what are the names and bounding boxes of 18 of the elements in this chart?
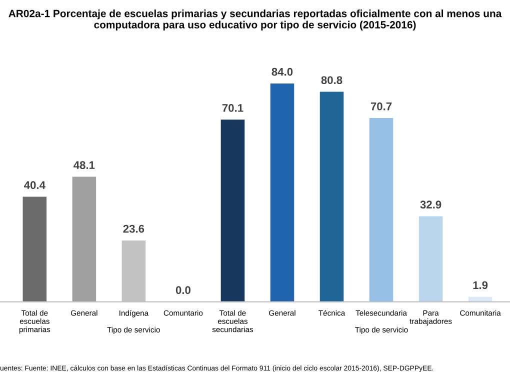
bar	[220, 120, 245, 302]
bar	[22, 196, 47, 302]
data-label: 40.4	[24, 181, 46, 190]
data-label: 70.1	[222, 104, 244, 112]
data-label: 70.7	[370, 102, 392, 110]
bar	[369, 118, 394, 302]
bar	[72, 176, 96, 302]
chart-title: AR02a-1 Porcentaje de escuelas primarias y secundarias reportadas oficialmente con al menos una computadora para uso educativo por tipo de servicio (2015-2016)	[8, 10, 502, 30]
data-label: 80.8	[321, 76, 342, 84]
bar	[270, 83, 294, 302]
bar	[418, 216, 443, 302]
data-label: 84.0	[272, 68, 293, 76]
data-label: 32.9	[420, 200, 442, 209]
bar	[320, 92, 344, 302]
data-label: 48.1	[74, 161, 95, 170]
data-label: 23.6	[123, 224, 144, 233]
data-label: 1.9	[473, 281, 488, 290]
data-label: 0.0	[176, 286, 190, 294]
